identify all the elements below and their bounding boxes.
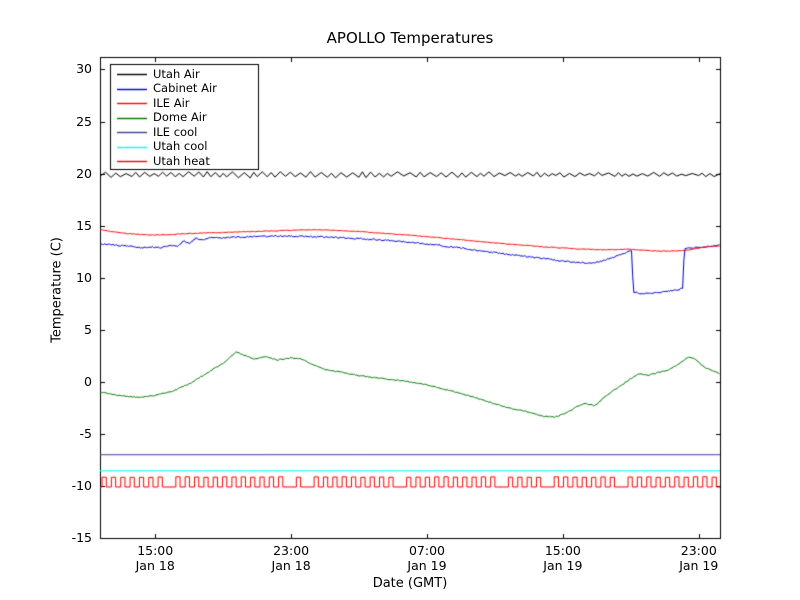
x-tick-time-label: 15:00 [137, 543, 174, 558]
x-tick-time-label: 15:00 [544, 543, 581, 558]
legend-label-ile-cool: ILE cool [153, 124, 198, 139]
legend-label-dome-air: Dome Air [153, 110, 207, 124]
y-tick-label: 0 [84, 373, 92, 389]
y-tick-label: 15 [76, 217, 92, 233]
chart-title: APOLLO Temperatures [326, 29, 494, 47]
x-tick-date-label: Jan 19 [543, 558, 583, 573]
x-tick-date-label: Jan 18 [271, 558, 311, 573]
legend-label-utah-air: Utah Air [153, 66, 200, 81]
x-tick-time-label: 07:00 [408, 543, 445, 558]
y-tick-label: 5 [84, 321, 92, 337]
x-tick-date-label: Jan 19 [679, 558, 719, 573]
y-tick-label: 25 [76, 113, 92, 129]
legend-label-utah-cool: Utah cool [153, 139, 208, 153]
x-tick-time-label: 23:00 [680, 543, 717, 558]
y-tick-label: 10 [76, 269, 92, 285]
x-tick-date-label: Jan 19 [407, 558, 447, 573]
y-tick-label: 20 [76, 165, 92, 181]
x-tick-time-label: 23:00 [273, 543, 310, 558]
x-axis-label: Date (GMT) [372, 576, 448, 591]
legend-label-cabinet-air: Cabinet Air [153, 81, 217, 95]
y-tick-label: -10 [71, 477, 92, 493]
y-tick-label: -15 [71, 530, 92, 545]
legend-label-ile-air: ILE Air [153, 95, 190, 110]
y-tick-label: -5 [79, 425, 92, 441]
y-tick-label: 30 [76, 61, 92, 77]
x-tick-date-label: Jan 18 [135, 558, 175, 573]
legend-label-utah-heat: Utah heat [153, 153, 210, 168]
